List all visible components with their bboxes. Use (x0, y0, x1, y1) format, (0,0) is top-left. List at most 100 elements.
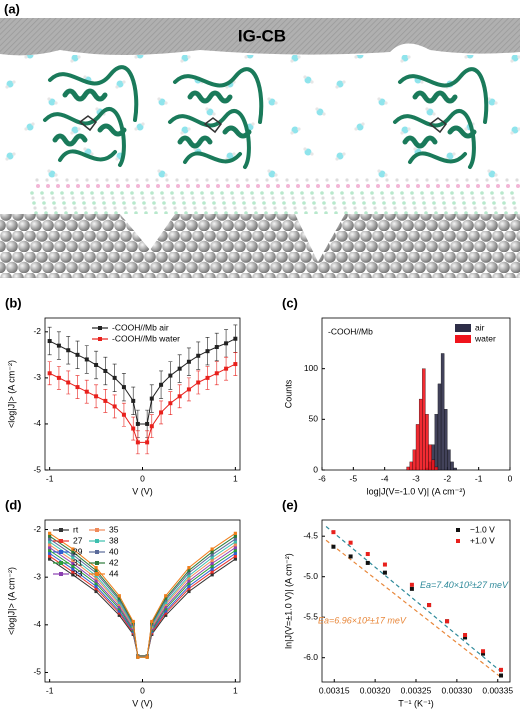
y-tick-label: -4 (33, 619, 41, 629)
y-axis-label: <log|J|> (A cm⁻²) (6, 567, 16, 635)
histogram-bar (453, 467, 457, 471)
y-tick-label: -4 (33, 418, 41, 428)
data-point (499, 667, 504, 672)
y-tick-label: 100 (304, 363, 318, 373)
legend-swatch (455, 324, 471, 332)
data-point (71, 573, 75, 577)
x-tick-label: 1 (233, 473, 238, 483)
series-line (49, 363, 236, 443)
legend-label: 35 (109, 524, 119, 534)
fit-line (325, 539, 503, 679)
data-point (348, 540, 353, 545)
histogram-bar (450, 461, 454, 471)
data-point (117, 611, 121, 615)
data-point (186, 359, 191, 364)
data-point (94, 579, 98, 583)
legend-label: +1.0 V (470, 535, 495, 545)
fit-label: Ea=7.40×10²±27 meV (420, 580, 509, 590)
histogram-bar (422, 368, 426, 471)
data-point (382, 570, 387, 575)
data-point (103, 368, 108, 373)
fit-label: Ea=6.96×10²±17 meV (318, 615, 407, 625)
data-point (187, 587, 191, 591)
data-point (131, 619, 135, 624)
series-line (49, 338, 236, 425)
data-point (71, 550, 75, 554)
data-point (233, 531, 237, 535)
data-point (71, 570, 75, 574)
panel-label: (a) (4, 1, 20, 16)
legend-label: air (475, 322, 485, 332)
data-point (463, 635, 468, 640)
data-point (196, 353, 201, 358)
data-point (48, 540, 52, 544)
y-tick-label: -2 (33, 524, 41, 534)
data-point (233, 548, 237, 553)
x-tick-label: 0 (140, 473, 145, 483)
y-tick-label: -5.0 (303, 571, 318, 581)
data-point (177, 366, 182, 371)
data-point (117, 605, 121, 609)
x-tick-label: -4 (381, 473, 389, 483)
defect (120, 214, 175, 250)
data-point (159, 410, 164, 415)
x-tick-label: 0.00315 (319, 685, 350, 695)
data-point (149, 396, 154, 401)
histogram-bar (428, 444, 432, 471)
data-point (187, 566, 191, 570)
data-point (331, 544, 336, 549)
data-point (463, 633, 468, 638)
data-point (348, 554, 353, 559)
data-point (112, 375, 117, 380)
substrate (0, 214, 520, 278)
legend-marker (95, 561, 99, 565)
data-point (331, 530, 336, 535)
legend-marker (95, 528, 99, 532)
data-point (224, 366, 229, 371)
data-point (149, 424, 154, 429)
histogram-bar (434, 466, 439, 471)
data-point (71, 553, 75, 557)
data-point (71, 561, 75, 565)
data-point (233, 336, 238, 341)
data-point (233, 534, 237, 538)
data-point (48, 534, 52, 538)
y-tick-label: 50 (309, 414, 319, 424)
panel-label: (e) (282, 497, 298, 512)
legend-label: −1.0 V (470, 524, 495, 534)
legend-label: water (474, 333, 496, 343)
data-point (94, 362, 99, 367)
data-point (210, 556, 214, 560)
data-point (164, 602, 168, 606)
legend-marker (95, 550, 99, 554)
histogram-bar (409, 461, 414, 471)
data-point (233, 554, 237, 558)
data-point (112, 404, 117, 409)
data-point (164, 598, 168, 602)
data-point (210, 550, 214, 554)
panel-a-illustration: (a) IG-CB (0, 1, 520, 278)
panel-label: (d) (5, 497, 22, 512)
histogram-bar (440, 353, 445, 471)
legend-marker (95, 572, 99, 576)
data-point (75, 352, 80, 357)
data-point (233, 551, 237, 555)
legend-label: 42 (109, 557, 119, 567)
x-axis-label: V (V) (132, 698, 153, 708)
x-tick-label: -6 (318, 473, 326, 483)
legend-label: 31 (73, 557, 83, 567)
data-point (365, 552, 370, 557)
data-point (71, 558, 75, 563)
legend-marker (95, 539, 99, 543)
histogram-bar (437, 383, 442, 471)
data-point (205, 375, 210, 380)
data-point (427, 603, 432, 608)
data-point (117, 609, 121, 613)
data-point (117, 607, 121, 611)
data-point (233, 362, 238, 367)
data-point (94, 568, 98, 573)
data-point (66, 348, 71, 353)
data-point (131, 426, 136, 431)
data-point (135, 440, 140, 445)
data-point (382, 562, 387, 567)
